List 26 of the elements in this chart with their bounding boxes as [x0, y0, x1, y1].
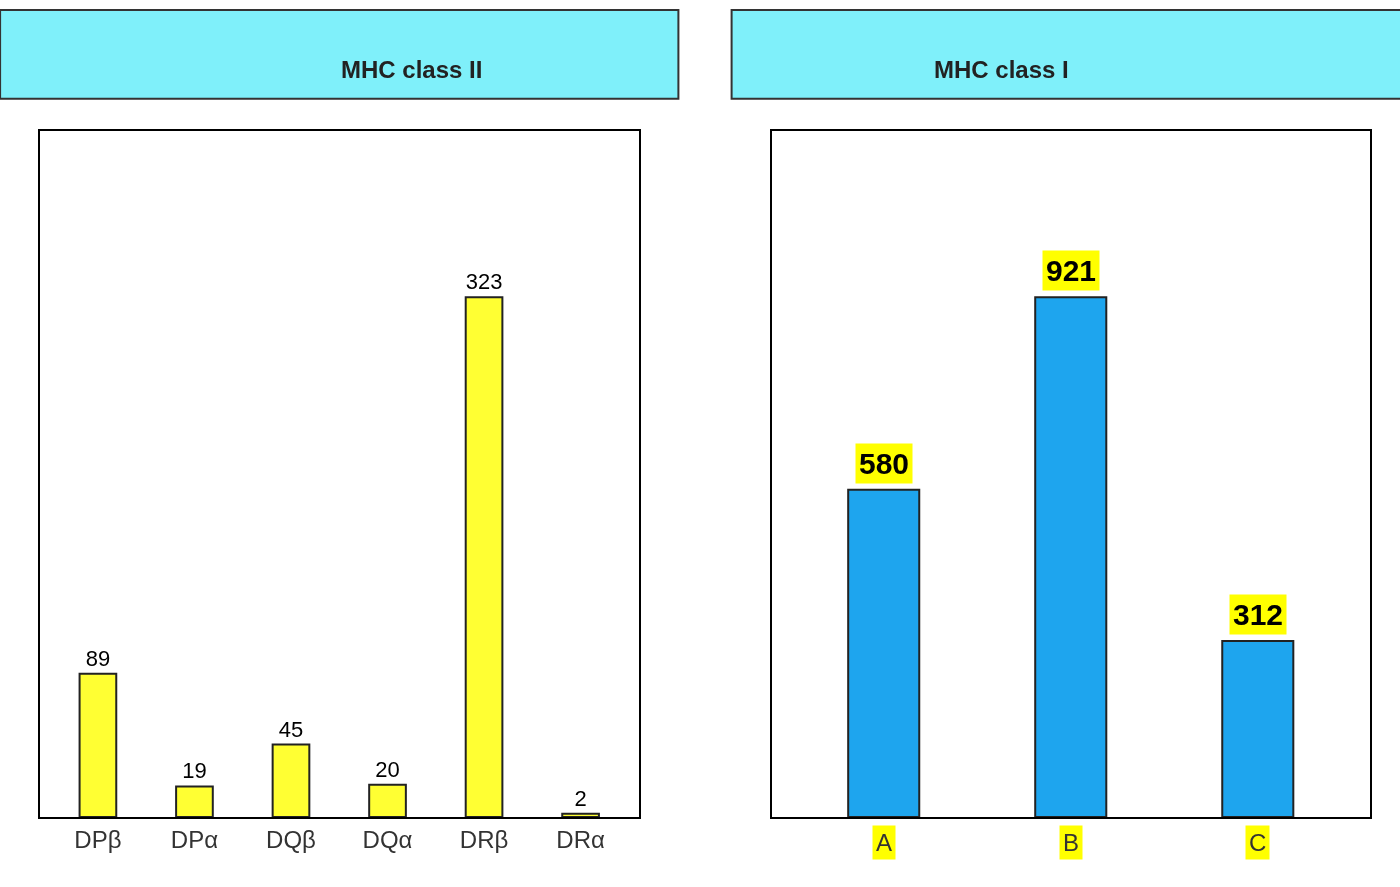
x-tick-label: DPβ [74, 825, 122, 853]
data-label: 45 [278, 716, 304, 742]
x-tick-label: C [1249, 829, 1267, 856]
bar [464, 296, 504, 817]
data-label: 89 [85, 645, 111, 671]
bar [561, 812, 600, 817]
bar [368, 783, 407, 817]
x-tick-label: DRα [556, 825, 605, 853]
data-label: 312 [1233, 598, 1284, 631]
bar [271, 743, 311, 817]
x-tick-label: DRβ [459, 825, 509, 853]
data-label: 20 [375, 756, 400, 782]
bar [78, 672, 118, 817]
data-label: 921 [1046, 254, 1097, 287]
x-tick-label: DPα [170, 825, 219, 853]
chart-title: MHC class II [341, 56, 483, 83]
data-label: 19 [182, 758, 207, 784]
x-tick-label: DQβ [266, 825, 316, 853]
data-label: 2 [574, 785, 587, 811]
x-tick-label: B [1063, 829, 1080, 856]
data-label: 323 [465, 269, 503, 295]
chart-title: MHC class I [934, 56, 1069, 83]
data-label: 580 [859, 447, 910, 480]
x-tick-label: A [876, 829, 893, 856]
bar [175, 785, 214, 817]
x-tick-label: DQα [362, 825, 413, 853]
